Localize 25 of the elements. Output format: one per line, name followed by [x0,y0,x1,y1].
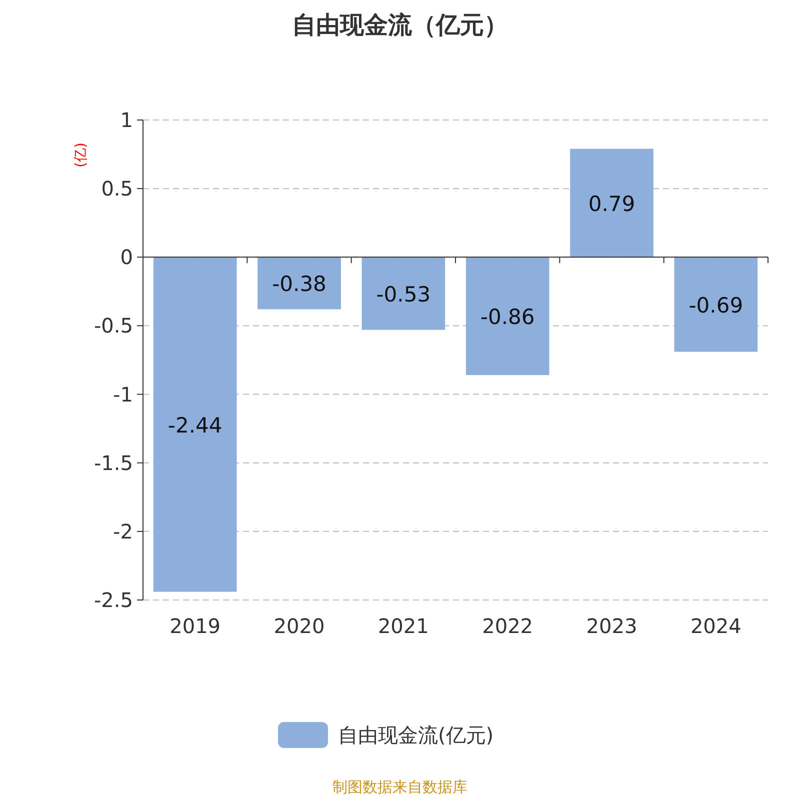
x-tick-label: 2022 [482,614,534,638]
data-label: -0.38 [272,272,326,296]
y-tick-label: 0.5 [101,176,133,201]
y-axis-title: (亿) [73,142,89,168]
data-label: -2.44 [168,413,222,438]
x-tick-label: 2021 [378,614,429,638]
y-tick-label: 1 [120,108,133,132]
y-tick-label: -1.5 [94,450,133,475]
legend: 自由现金流(亿元) [278,722,494,748]
data-label: -0.69 [688,293,744,318]
data-label: -0.53 [376,282,431,306]
legend-label: 自由现金流(亿元) [338,723,494,747]
data-label: 0.79 [588,192,636,216]
x-tick-label: 2023 [586,614,638,638]
x-tick-label: 2020 [274,614,325,638]
y-tick-label: -2.5 [94,588,133,612]
y-tick-label: -2 [113,519,133,544]
y-tick-label: 0 [120,245,133,270]
y-tick-label: -1 [113,382,133,406]
text: 制图数据来自数据库 [332,778,468,796]
x-tick-label: 2019 [170,614,221,638]
y-tick-label: -0.5 [94,314,133,338]
chart-title: 自由现金流（亿元） [292,11,508,39]
x-tick-label: 2024 [690,614,742,638]
data-label: -0.86 [480,305,535,330]
